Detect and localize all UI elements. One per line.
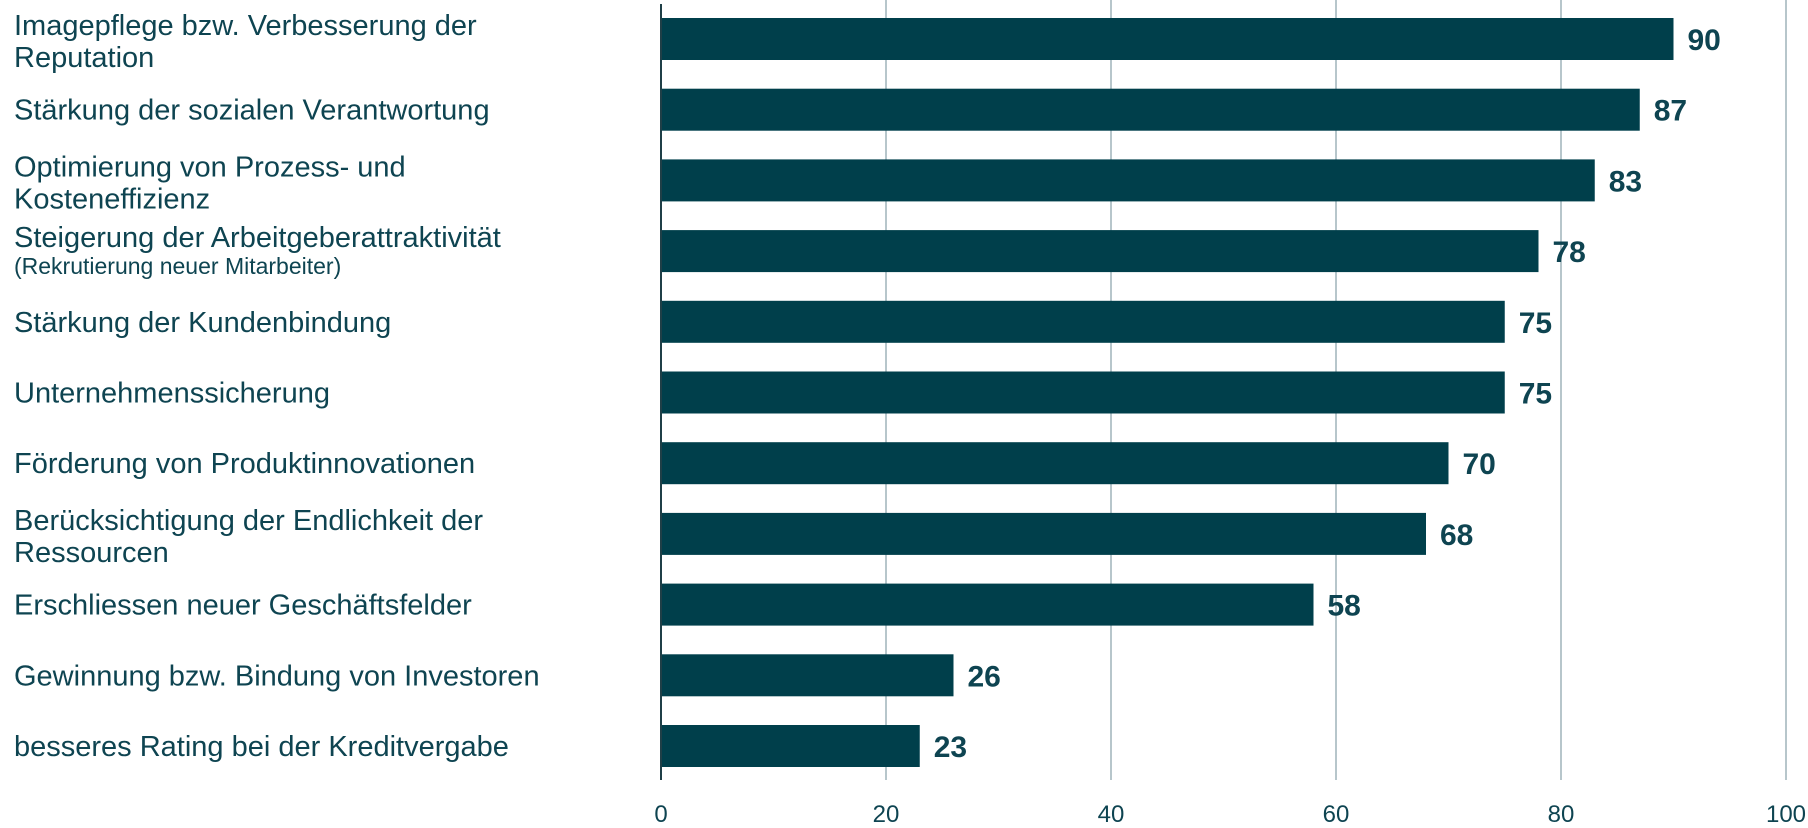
data-label: 26 [968, 660, 1001, 693]
bar [661, 88, 1640, 131]
bar [661, 371, 1505, 414]
bar [661, 654, 954, 697]
data-label: 70 [1463, 448, 1496, 481]
bar [661, 300, 1505, 343]
data-label: 23 [934, 731, 967, 764]
data-label: 58 [1328, 590, 1361, 623]
bar [661, 725, 920, 767]
category-label: Imagepflege bzw. Verbesserung der Reputat… [14, 10, 477, 74]
x-tick-label: 40 [1098, 801, 1125, 828]
category-label: Stärkung der Kundenbindung [14, 307, 391, 339]
bar [661, 512, 1426, 555]
bar [661, 442, 1449, 485]
x-axis-ticks: 0 20 40 60 80 100 [654, 801, 1806, 828]
category-label: Erschliessen neuer Geschäftsfelder [14, 590, 472, 622]
bar [661, 159, 1595, 202]
category-label: Gewinnung bzw. Bindung von Investoren [14, 660, 540, 692]
data-label: 75 [1519, 307, 1552, 340]
data-label: 90 [1688, 24, 1721, 57]
category-label: Förderung von Produktinnovationen [14, 448, 475, 480]
value-labels: 90 87 83 78 75 75 70 68 58 26 23 [934, 24, 1721, 764]
category-label: Optimierung von Prozess- und Kosteneffizi… [14, 151, 406, 215]
bar [661, 18, 1674, 60]
category-label: Steigerung der Arbeitgeberattraktivität(… [14, 222, 501, 279]
x-tick-label: 20 [873, 801, 900, 828]
x-tick-label: 80 [1548, 801, 1575, 828]
data-label: 83 [1609, 165, 1642, 198]
data-label: 78 [1553, 236, 1586, 269]
category-label: Berücksichtigung der Endlichkeit der Ress… [14, 505, 483, 569]
bars [661, 18, 1674, 767]
x-tick-label: 100 [1766, 801, 1806, 828]
data-label: 75 [1519, 378, 1552, 411]
x-tick-label: 0 [654, 801, 667, 828]
data-label: 87 [1654, 95, 1687, 128]
category-note: (Rekrutierung neuer Mitarbeiter) [14, 253, 341, 279]
bar [661, 583, 1314, 626]
category-label: Stärkung der sozialen Verantwortung [14, 95, 490, 127]
bar [661, 230, 1539, 273]
category-labels: Imagepflege bzw. Verbesserung der Reputat… [14, 10, 540, 763]
category-label: Unternehmenssicherung [14, 378, 330, 410]
category-label: besseres Rating bei der Kreditvergabe [14, 731, 509, 763]
data-label: 68 [1440, 519, 1473, 552]
x-tick-label: 60 [1323, 801, 1350, 828]
